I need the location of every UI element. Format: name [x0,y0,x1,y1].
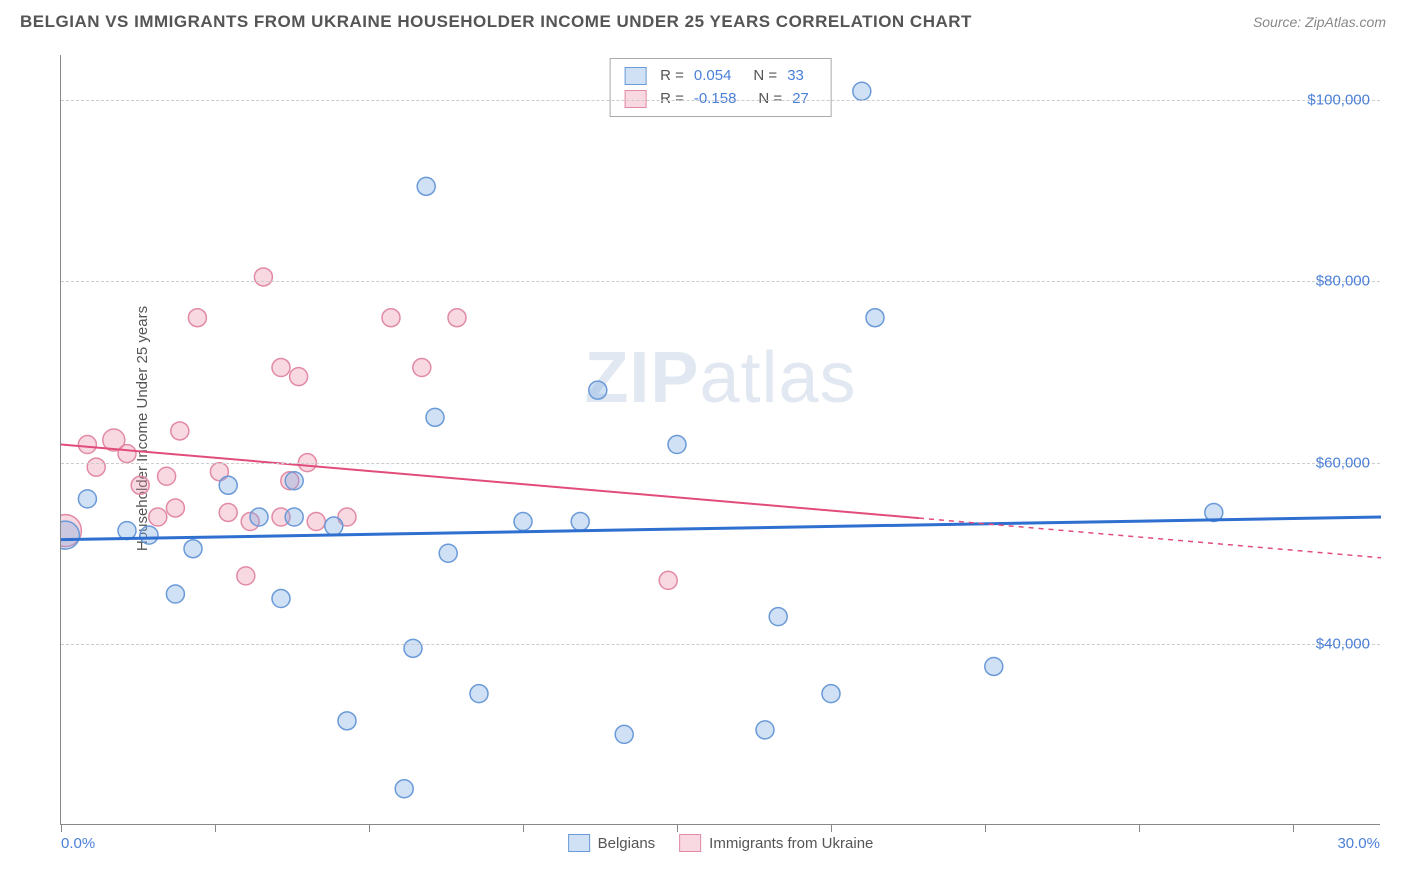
gridline [61,463,1380,464]
r-label: R = [660,88,684,111]
data-point-belgians [338,712,356,730]
r-label: R = [660,65,684,88]
data-point-belgians [285,472,303,490]
data-point-ukraine [290,368,308,386]
x-tick [61,824,62,832]
data-point-ukraine [131,476,149,494]
data-point-belgians [822,685,840,703]
data-point-belgians [250,508,268,526]
data-point-ukraine [254,268,272,286]
legend-item-ukraine: Immigrants from Ukraine [679,834,873,852]
data-point-ukraine [413,359,431,377]
x-tick [215,824,216,832]
data-point-belgians [219,476,237,494]
r-value-belgians: 0.054 [694,65,732,88]
x-tick [523,824,524,832]
data-point-belgians [184,540,202,558]
plot-area: ZIPatlas R = 0.054 N = 33 R = -0.158 N =… [60,55,1380,825]
data-point-belgians [395,780,413,798]
data-point-ukraine [78,436,96,454]
data-point-belgians [78,490,96,508]
swatch-belgians [624,67,646,85]
x-axis-min-label: 0.0% [61,835,95,852]
r-value-ukraine: -0.158 [694,88,737,111]
data-point-ukraine [166,499,184,517]
swatch-ukraine [624,90,646,108]
data-point-ukraine [149,508,167,526]
data-point-ukraine [87,458,105,476]
chart-title: BELGIAN VS IMMIGRANTS FROM UKRAINE HOUSE… [20,12,972,32]
n-value-belgians: 33 [787,65,804,88]
legend-item-belgians: Belgians [568,834,656,852]
data-point-ukraine [171,422,189,440]
data-point-ukraine [307,513,325,531]
x-tick [985,824,986,832]
y-tick-label: $80,000 [1316,273,1370,290]
series-legend: Belgians Immigrants from Ukraine [568,834,874,852]
data-point-belgians [118,522,136,540]
data-point-ukraine [272,359,290,377]
correlation-legend: R = 0.054 N = 33 R = -0.158 N = 27 [609,58,832,117]
data-point-belgians [439,544,457,562]
data-point-belgians [470,685,488,703]
y-tick-label: $40,000 [1316,635,1370,652]
x-tick [1139,824,1140,832]
data-point-belgians [166,585,184,603]
data-point-belgians [514,513,532,531]
x-tick [1293,824,1294,832]
y-tick-label: $100,000 [1307,92,1370,109]
data-point-belgians [417,177,435,195]
data-point-belgians [769,608,787,626]
data-point-belgians [985,657,1003,675]
source-attribution: Source: ZipAtlas.com [1253,14,1386,30]
data-point-ukraine [448,309,466,327]
x-tick [677,824,678,832]
legend-row-belgians: R = 0.054 N = 33 [624,65,817,88]
data-point-belgians [866,309,884,327]
data-point-belgians [615,725,633,743]
gridline [61,281,1380,282]
trend-line [61,445,919,519]
x-axis-max-label: 30.0% [1337,835,1380,852]
data-point-ukraine [237,567,255,585]
x-tick [831,824,832,832]
data-point-belgians [272,590,290,608]
legend-label-ukraine: Immigrants from Ukraine [709,835,873,852]
data-point-ukraine [219,503,237,521]
data-point-belgians [589,381,607,399]
data-point-belgians [571,513,589,531]
data-point-belgians [853,82,871,100]
data-point-ukraine [382,309,400,327]
legend-row-ukraine: R = -0.158 N = 27 [624,88,817,111]
swatch-ukraine [679,834,701,852]
data-point-ukraine [118,445,136,463]
data-point-ukraine [659,571,677,589]
data-point-belgians [668,436,686,454]
y-tick-label: $60,000 [1316,454,1370,471]
legend-label-belgians: Belgians [598,835,656,852]
chart-container: ZIPatlas R = 0.054 N = 33 R = -0.158 N =… [60,55,1380,825]
gridline [61,644,1380,645]
scatter-plot-svg [61,55,1381,825]
data-point-belgians [426,408,444,426]
data-point-belgians [756,721,774,739]
data-point-belgians [140,526,158,544]
data-point-ukraine [158,467,176,485]
gridline [61,100,1380,101]
data-point-belgians [404,639,422,657]
data-point-ukraine [188,309,206,327]
swatch-belgians [568,834,590,852]
n-label: N = [753,65,777,88]
n-label: N = [758,88,782,111]
x-tick [369,824,370,832]
data-point-belgians [325,517,343,535]
data-point-belgians [285,508,303,526]
n-value-ukraine: 27 [792,88,809,111]
